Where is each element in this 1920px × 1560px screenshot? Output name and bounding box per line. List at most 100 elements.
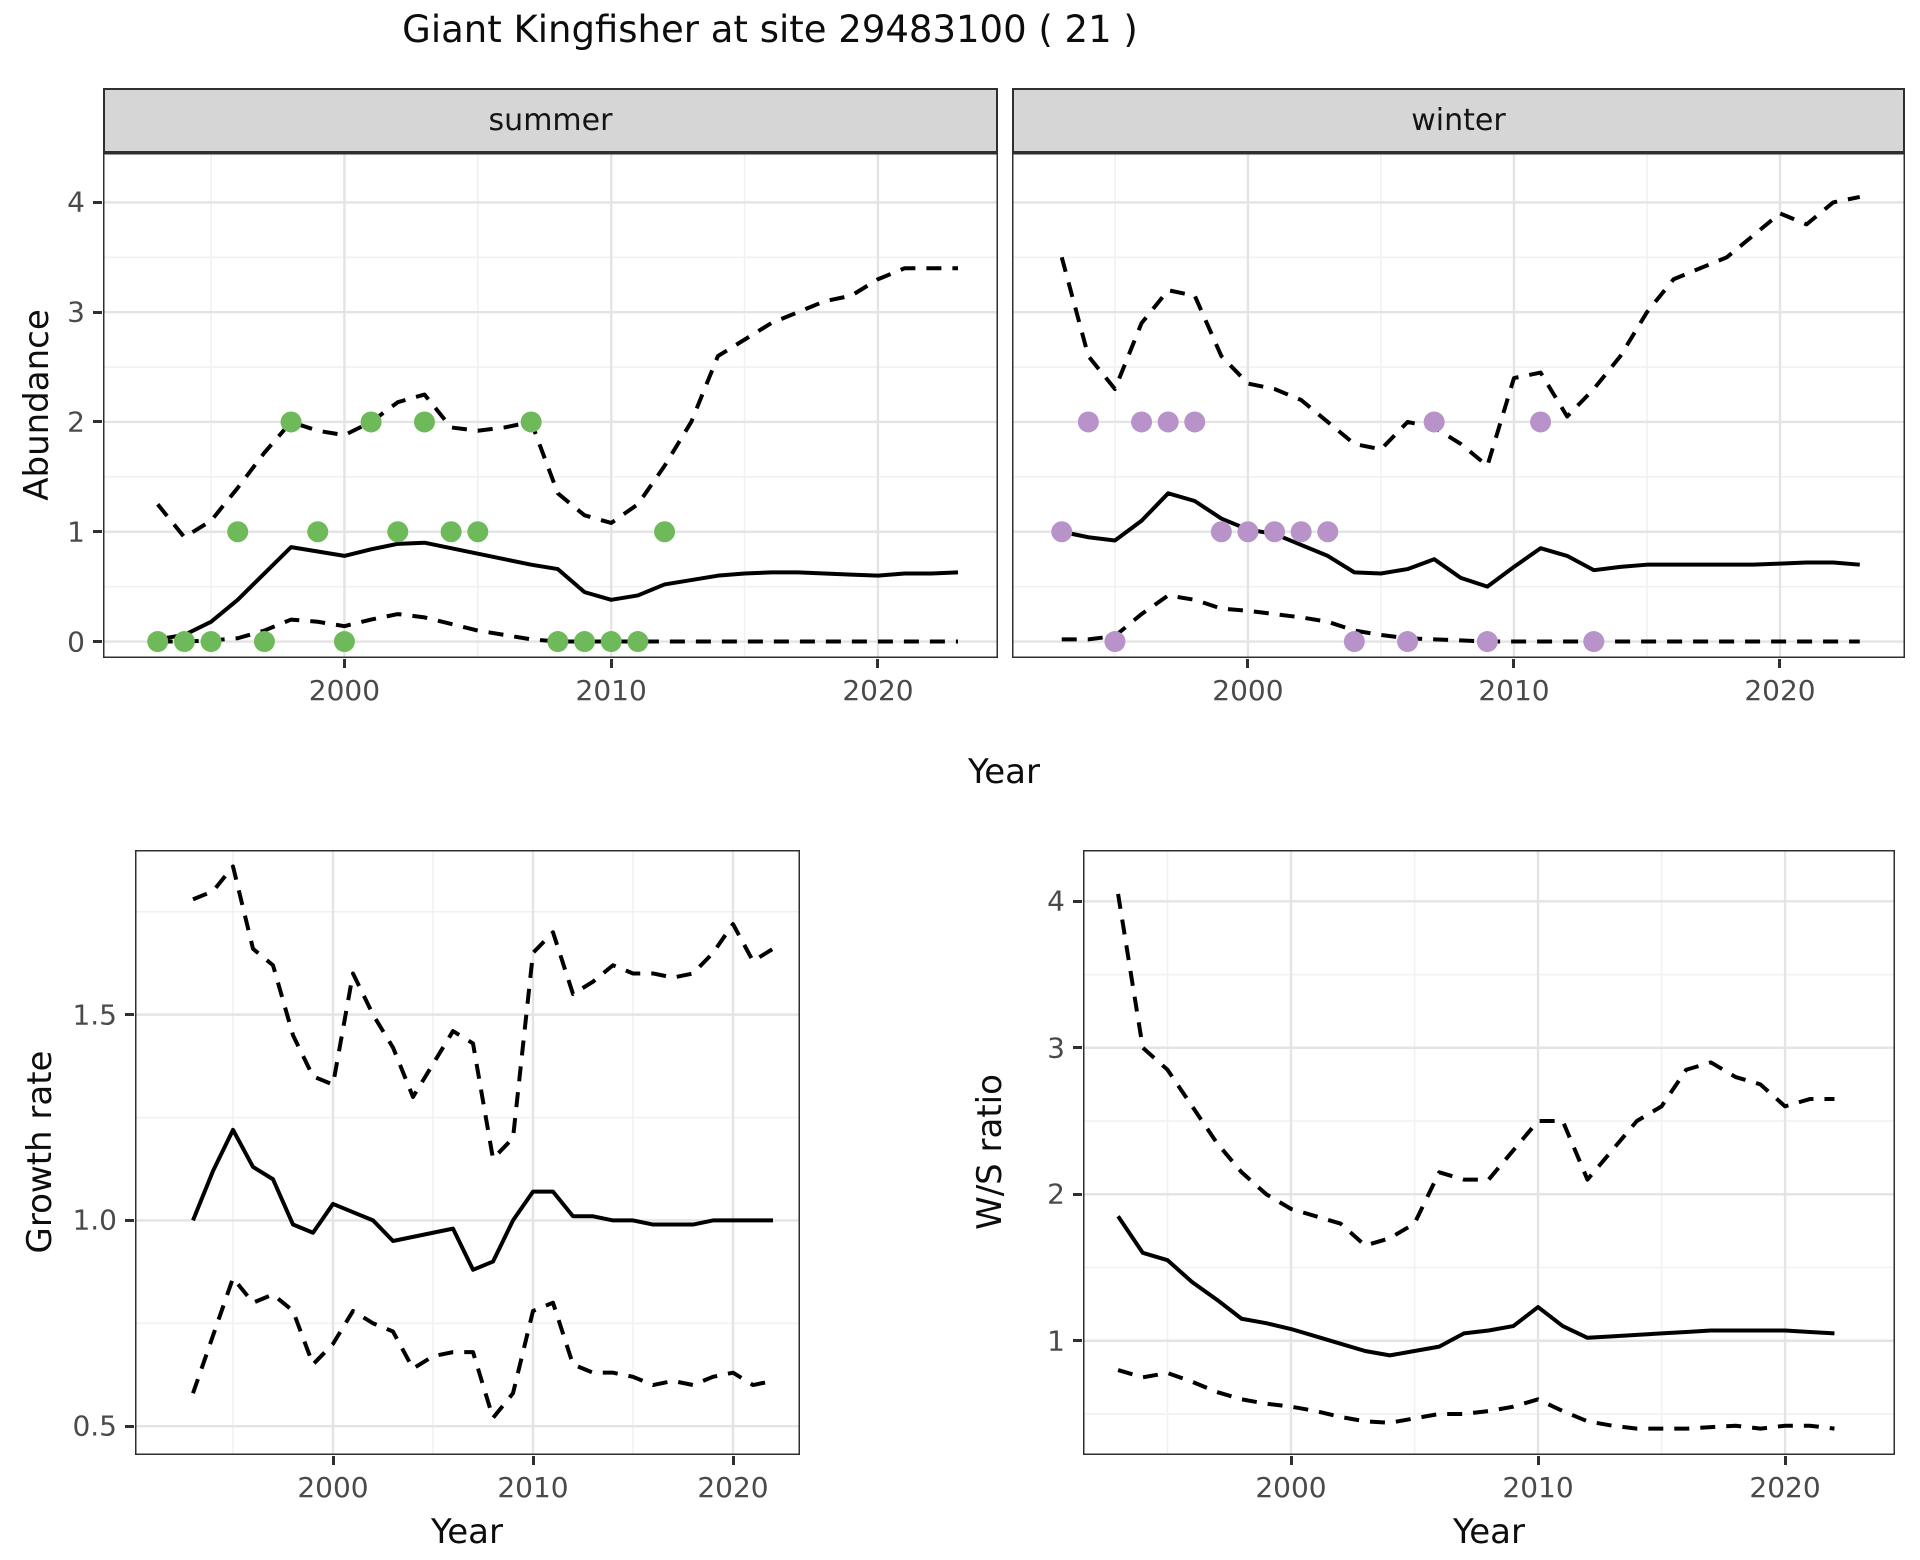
median-line — [1116, 1215, 1835, 1358]
panel-growth-rate — [135, 850, 800, 1455]
y-tick-mark — [93, 420, 102, 424]
y-tick-mark — [93, 640, 102, 644]
y-tick-mark — [93, 310, 102, 314]
panel-ws-ratio — [1083, 850, 1895, 1455]
observation-point — [654, 521, 676, 543]
y-tick-label: 1.0 — [72, 1203, 117, 1237]
observation-point — [387, 521, 409, 543]
observation-point — [1237, 521, 1259, 543]
observation-point — [1131, 411, 1153, 433]
lower-95ci-line — [1061, 593, 1860, 644]
y-tick-label: 1 — [1047, 1324, 1065, 1358]
panel-abundance-winter — [1012, 153, 1905, 658]
x-tick-label: 2020 — [1749, 1471, 1821, 1504]
upper-95ci-line — [192, 864, 775, 1161]
observation-point — [440, 521, 462, 543]
y-axis-title-ws-ratio: W/S ratio — [970, 1074, 1010, 1230]
x-tick-label: 2020 — [697, 1471, 769, 1504]
y-tick-label: 1 — [67, 515, 85, 549]
y-tick-mark — [1073, 1046, 1082, 1050]
y-tick-mark — [1073, 899, 1082, 903]
observation-point — [413, 411, 435, 433]
x-axis-title-year-top: Year — [968, 752, 1040, 792]
observation-point — [1104, 631, 1126, 653]
x-tick-mark — [609, 659, 613, 668]
observation-point — [1210, 521, 1232, 543]
median-line — [1061, 491, 1860, 589]
x-axis-title-year-growth: Year — [431, 1512, 503, 1552]
observation-point — [147, 631, 169, 653]
observation-point — [574, 631, 596, 653]
observation-point — [1343, 631, 1365, 653]
y-tick-mark — [1073, 1192, 1082, 1196]
lower-95ci-line — [1117, 1368, 1835, 1431]
observation-point — [627, 631, 649, 653]
x-tick-mark — [1512, 659, 1516, 668]
observation-point — [1077, 411, 1099, 433]
observation-point — [520, 411, 542, 433]
facet-strip-summer: summer — [103, 88, 998, 153]
median-line — [157, 540, 959, 642]
observation-point — [1264, 521, 1286, 543]
y-tick-label: 3 — [67, 295, 85, 329]
x-tick-mark — [531, 1456, 535, 1465]
panel-abundance-summer — [103, 153, 998, 658]
lower-95ci-line — [157, 612, 958, 644]
x-tick-mark — [1778, 659, 1782, 668]
observation-point — [307, 521, 329, 543]
x-axis-title-year-ws: Year — [1453, 1512, 1525, 1552]
observation-point — [253, 631, 275, 653]
x-tick-label: 2000 — [1255, 1471, 1327, 1504]
y-tick-label: 4 — [1047, 884, 1065, 918]
x-tick-label: 2020 — [842, 674, 914, 707]
x-tick-mark — [1536, 1456, 1540, 1465]
y-tick-label: 0 — [67, 625, 85, 659]
y-tick-label: 4 — [67, 185, 85, 219]
observation-point — [1317, 521, 1339, 543]
observation-point — [600, 631, 622, 653]
facet-strip-winter: winter — [1012, 88, 1905, 153]
y-tick-mark — [125, 1424, 134, 1428]
observation-point — [1530, 411, 1552, 433]
x-tick-mark — [1246, 659, 1250, 668]
y-axis-title-abundance: Abundance — [17, 309, 57, 501]
x-tick-mark — [331, 1456, 335, 1465]
observation-point — [1583, 631, 1605, 653]
x-tick-mark — [731, 1456, 735, 1465]
upper-95ci-line — [156, 266, 958, 540]
observation-point — [1184, 411, 1206, 433]
upper-95ci-line — [1059, 194, 1861, 468]
observation-point — [1051, 521, 1073, 543]
x-tick-label: 2010 — [575, 674, 647, 707]
y-tick-label: 1.5 — [72, 998, 117, 1032]
observation-point — [200, 631, 222, 653]
x-tick-label: 2020 — [1744, 674, 1816, 707]
observation-point — [333, 631, 355, 653]
y-tick-mark — [125, 1218, 134, 1222]
x-tick-label: 2000 — [297, 1471, 369, 1504]
observation-point — [467, 521, 489, 543]
x-tick-mark — [1783, 1456, 1787, 1465]
x-tick-mark — [1289, 1456, 1293, 1465]
y-tick-mark — [125, 1013, 134, 1017]
x-tick-label: 2000 — [1212, 674, 1284, 707]
x-tick-label: 2000 — [308, 674, 381, 707]
upper-95ci-line — [1116, 893, 1835, 1248]
x-tick-label: 2010 — [1502, 1471, 1574, 1504]
observation-point — [360, 411, 382, 433]
chart-title: Giant Kingfisher at site 29483100 ( 21 ) — [402, 8, 1138, 51]
observation-point — [1476, 631, 1498, 653]
lower-95ci-line — [191, 1276, 774, 1420]
observation-point — [1397, 631, 1419, 653]
observation-point — [173, 631, 195, 653]
median-line — [191, 1127, 773, 1272]
y-tick-label: 0.5 — [72, 1409, 117, 1443]
observation-point — [227, 521, 249, 543]
x-tick-mark — [876, 659, 880, 668]
observation-point — [280, 411, 302, 433]
y-axis-title-growth-rate: Growth rate — [20, 1050, 60, 1254]
y-tick-label: 3 — [1047, 1031, 1065, 1065]
observation-point — [1423, 411, 1445, 433]
y-tick-mark — [93, 530, 102, 534]
